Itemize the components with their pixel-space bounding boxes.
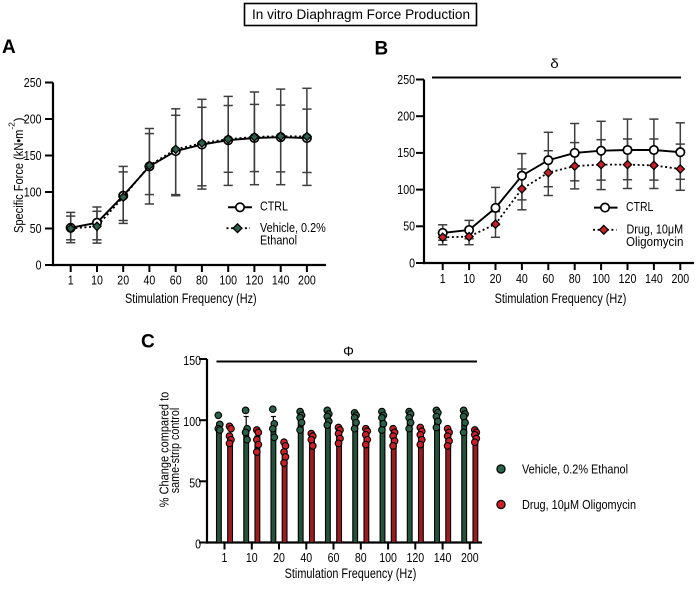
svg-text:150: 150 [397,146,415,160]
svg-text:200: 200 [397,110,415,124]
svg-text:250: 250 [397,73,415,87]
svg-text:0: 0 [195,538,201,552]
svg-text:Oligomycin: Oligomycin [626,235,683,249]
svg-text:60: 60 [542,272,554,286]
svg-text:10: 10 [463,272,475,286]
svg-text:200: 200 [671,272,689,286]
svg-text:CTRL: CTRL [626,200,653,214]
svg-text:60: 60 [328,551,340,565]
svg-text:10: 10 [91,274,103,288]
svg-text:0: 0 [36,258,42,272]
svg-text:1: 1 [222,551,228,565]
svg-text:80: 80 [569,272,581,286]
svg-text:200: 200 [24,112,42,126]
svg-text:120: 120 [406,551,424,565]
svg-text:100: 100 [592,272,610,286]
svg-text:δ: δ [550,57,559,71]
svg-text:140: 140 [272,274,290,288]
svg-text:140: 140 [434,551,452,565]
svg-text:120: 120 [619,272,637,286]
svg-text:20: 20 [273,551,285,565]
svg-text:0: 0 [409,256,415,270]
svg-text:40: 40 [300,551,312,565]
svg-text:1: 1 [68,274,74,288]
svg-text:Vehicle, 0.2%: Vehicle, 0.2% [260,221,326,235]
svg-text:40: 40 [144,274,156,288]
svg-text:-2: -2 [7,122,16,130]
svg-text:): ) [11,117,26,121]
svg-text:50: 50 [30,222,42,236]
svg-text:100: 100 [379,551,397,565]
svg-text:C: C [141,332,155,353]
svg-text:Φ: Φ [343,344,354,359]
svg-text:1: 1 [440,272,446,286]
svg-text:80: 80 [355,551,367,565]
svg-text:same-strip control: same-strip control [167,408,182,494]
svg-text:120: 120 [246,274,264,288]
svg-text:In vitro Diaphragm Force Produ: In vitro Diaphragm Force Production [252,7,470,23]
svg-text:250: 250 [24,76,42,90]
svg-text:Drug, 10μM: Drug, 10μM [627,223,684,237]
svg-text:A: A [2,37,16,58]
svg-text:% Change compared to: % Change compared to [157,392,172,508]
svg-text:140: 140 [645,272,663,286]
svg-text:20: 20 [490,272,502,286]
svg-text:60: 60 [170,274,182,288]
svg-text:50: 50 [189,476,201,490]
svg-text:Stimulation Frequency (Hz): Stimulation Frequency (Hz) [285,566,417,581]
svg-text:10: 10 [246,551,258,565]
svg-text:100: 100 [219,274,237,288]
svg-text:100: 100 [397,183,415,197]
svg-text:Vehicle, 0.2% Ethanol: Vehicle, 0.2% Ethanol [522,462,628,476]
svg-text:150: 150 [24,149,42,163]
svg-text:150: 150 [183,354,201,368]
svg-text:CTRL: CTRL [260,200,288,214]
svg-text:Specific Force (kN•m: Specific Force (kN•m [11,130,26,233]
svg-text:200: 200 [298,274,316,288]
svg-text:80: 80 [196,274,208,288]
svg-text:Stimulation Frequency (Hz): Stimulation Frequency (Hz) [495,291,627,306]
svg-text:B: B [375,39,389,60]
svg-text:Stimulation Frequency (Hz): Stimulation Frequency (Hz) [125,291,257,306]
svg-text:100: 100 [24,185,42,199]
svg-text:200: 200 [461,551,479,565]
svg-text:20: 20 [117,274,129,288]
svg-text:40: 40 [516,272,528,286]
svg-text:100: 100 [183,415,201,429]
svg-text:Ethanol: Ethanol [260,233,297,247]
svg-text:50: 50 [403,220,415,234]
svg-text:Drug, 10μM Oligomycin: Drug, 10μM Oligomycin [522,498,636,512]
